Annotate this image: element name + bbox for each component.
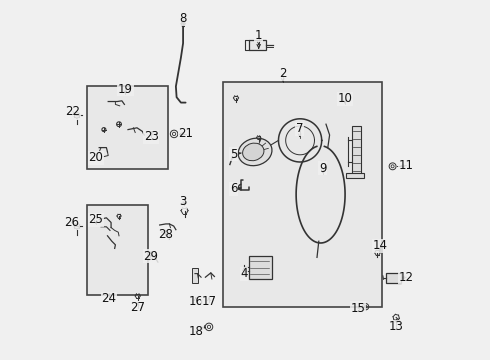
Text: 27: 27 <box>130 301 145 314</box>
Bar <box>192 268 198 283</box>
Text: 18: 18 <box>188 325 203 338</box>
Ellipse shape <box>243 143 264 161</box>
Text: 15: 15 <box>351 302 366 315</box>
Text: 9: 9 <box>319 162 326 175</box>
Text: 2: 2 <box>279 67 287 80</box>
Bar <box>352 126 361 176</box>
Text: 19: 19 <box>118 83 133 96</box>
Text: 5: 5 <box>230 148 237 161</box>
Text: 3: 3 <box>179 195 187 208</box>
Text: 17: 17 <box>201 295 217 308</box>
Bar <box>248 40 266 50</box>
Polygon shape <box>346 173 364 178</box>
Bar <box>386 273 401 283</box>
Text: 26: 26 <box>64 216 79 229</box>
Text: 21: 21 <box>178 127 193 140</box>
Text: 7: 7 <box>296 122 303 135</box>
Text: 8: 8 <box>179 12 187 25</box>
Bar <box>87 205 148 295</box>
Text: 12: 12 <box>399 271 414 284</box>
Text: 20: 20 <box>88 151 103 164</box>
Text: 13: 13 <box>389 320 404 333</box>
Text: 16: 16 <box>188 295 203 308</box>
Bar <box>248 256 272 279</box>
Text: 28: 28 <box>158 228 172 241</box>
Text: 22: 22 <box>66 105 80 118</box>
Bar <box>223 82 382 307</box>
Text: 6: 6 <box>230 183 237 195</box>
Text: 10: 10 <box>337 92 352 105</box>
Text: 14: 14 <box>372 239 388 252</box>
Text: 25: 25 <box>88 213 103 226</box>
Text: 4: 4 <box>240 267 247 280</box>
Ellipse shape <box>238 138 272 166</box>
Text: 23: 23 <box>144 130 159 143</box>
Text: 11: 11 <box>399 159 414 172</box>
Text: 29: 29 <box>143 250 158 263</box>
Bar <box>87 86 168 169</box>
Text: 24: 24 <box>101 292 117 305</box>
Text: 1: 1 <box>255 29 263 42</box>
